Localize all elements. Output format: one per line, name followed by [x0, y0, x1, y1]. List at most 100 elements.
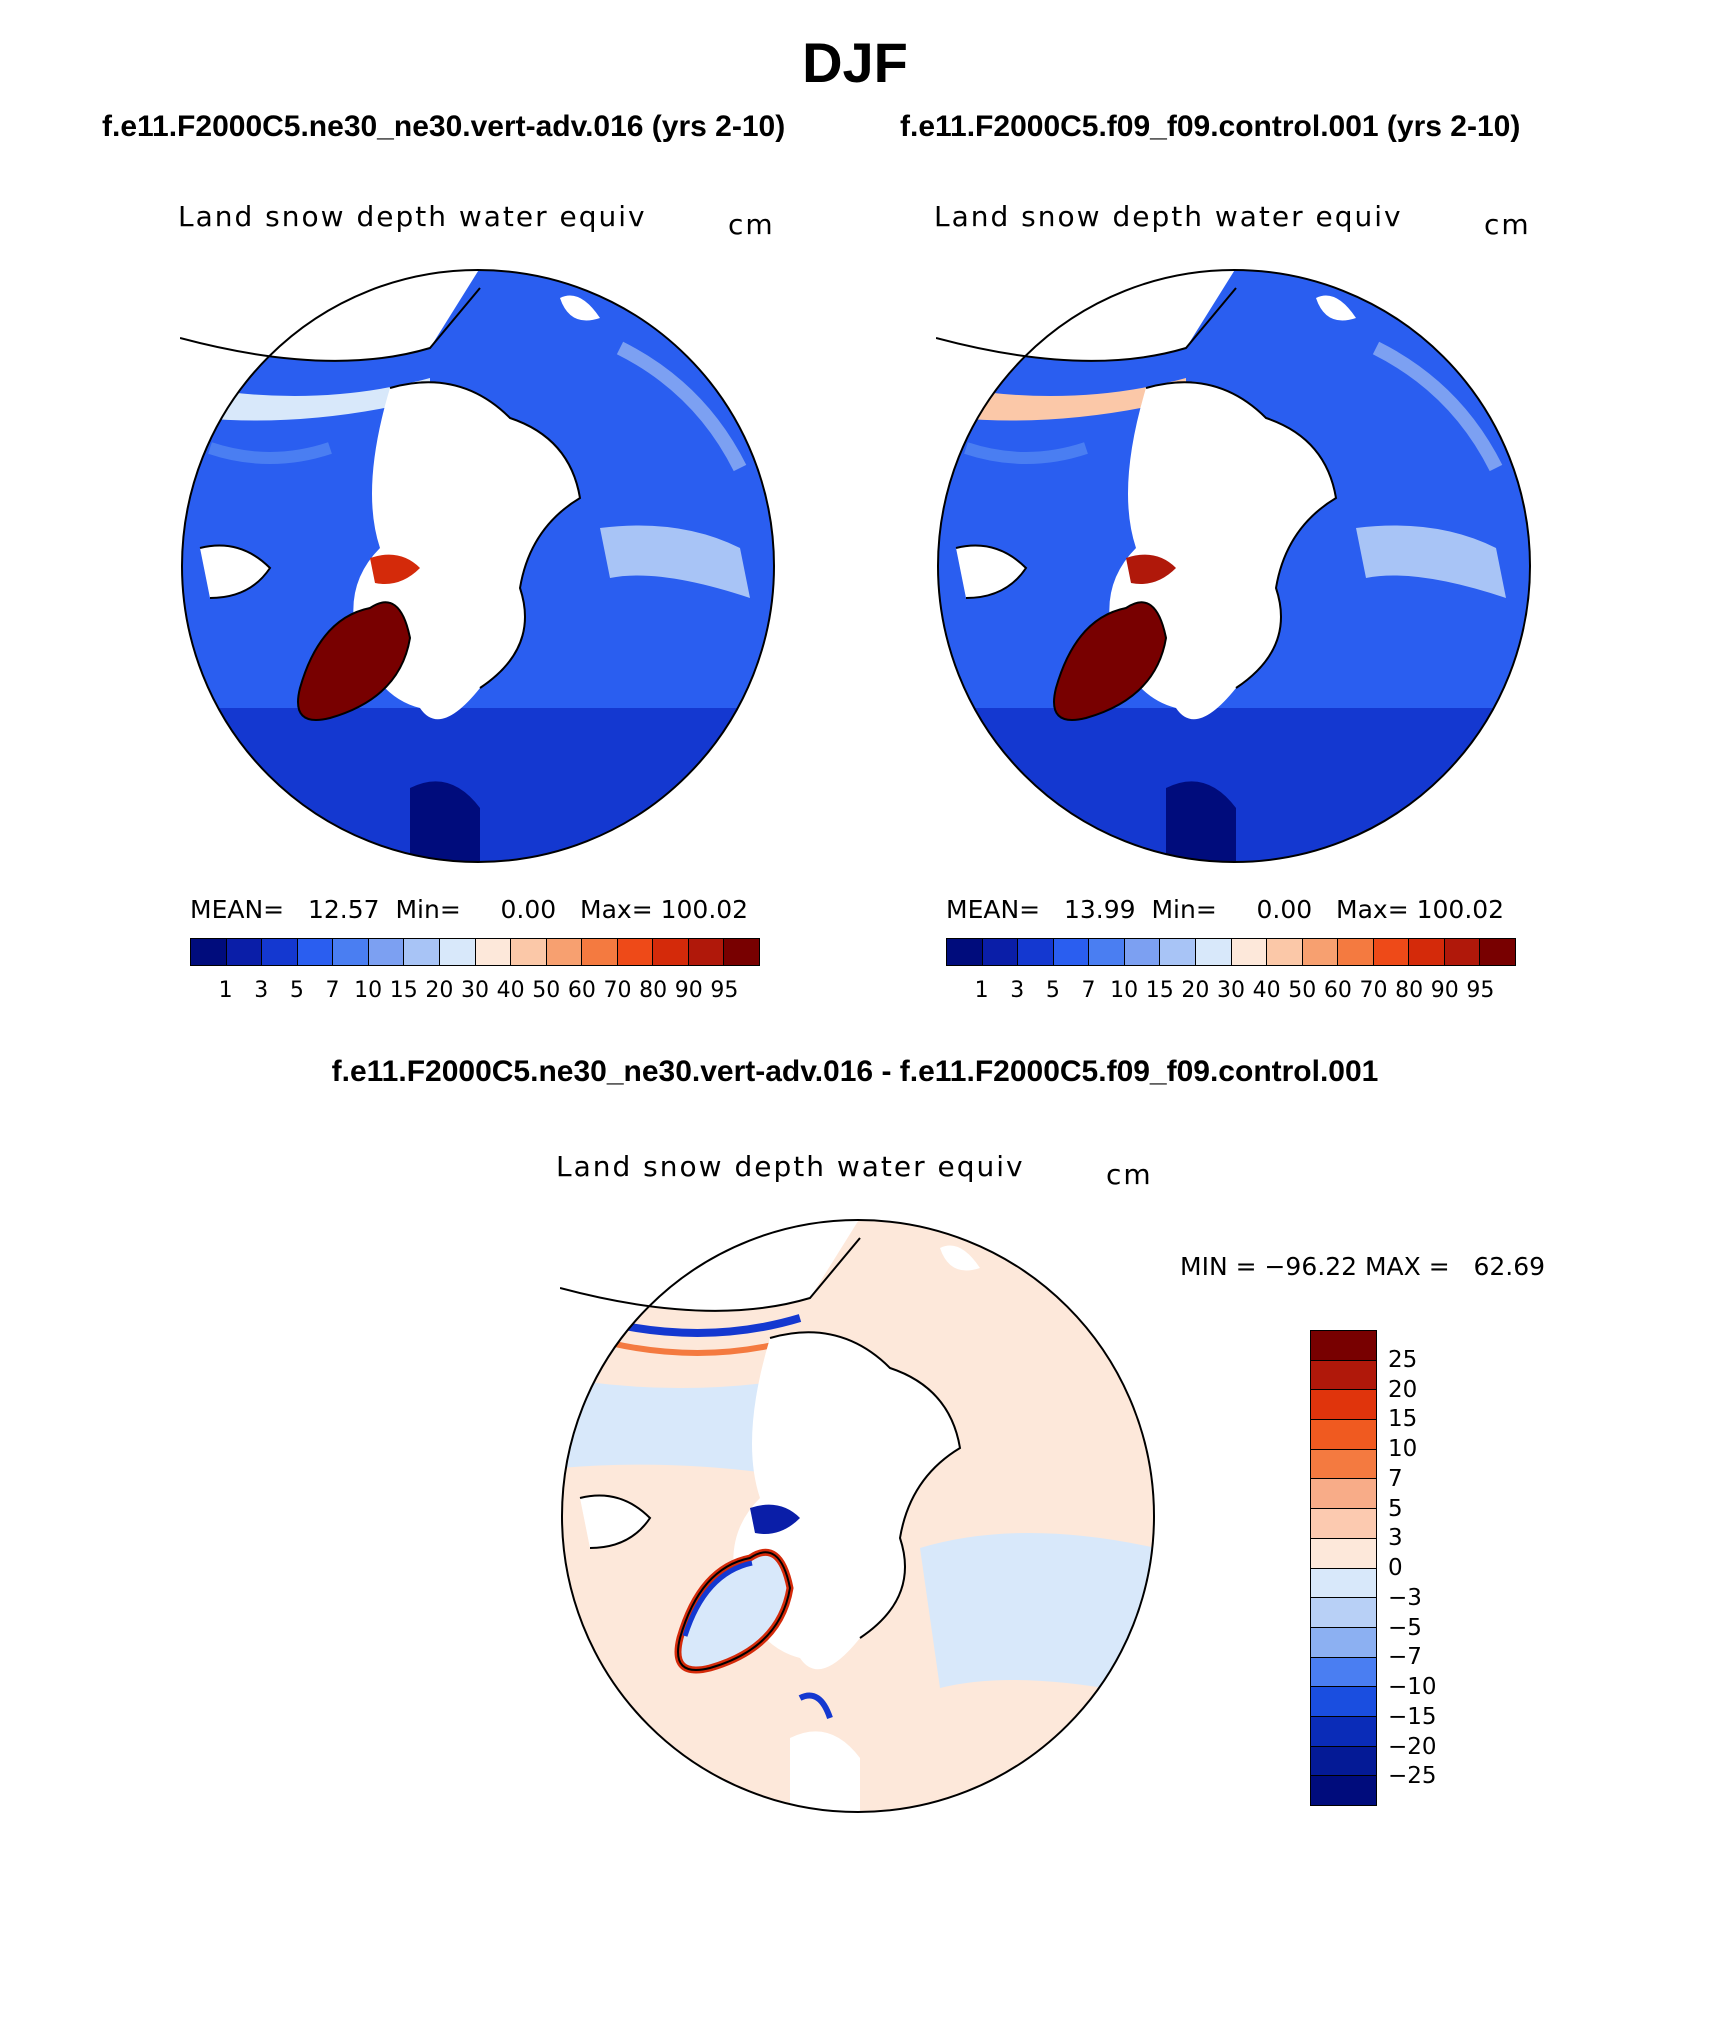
left-max-label: Max= — [580, 895, 653, 924]
left-polar-map — [180, 269, 775, 863]
colorbar-swatch — [1311, 1360, 1376, 1391]
colorbar-swatch — [1311, 1776, 1376, 1805]
colorbar-tick-label: −15 — [1388, 1703, 1437, 1730]
colorbar-tick-label: 3 — [1010, 978, 1025, 1003]
colorbar-tick-label: 90 — [674, 978, 703, 1003]
colorbar-swatch — [1311, 1687, 1376, 1717]
colorbar-tick-label: 10 — [1388, 1436, 1418, 1462]
colorbar-swatch — [1018, 939, 1054, 965]
colorbar-swatch — [404, 939, 440, 965]
right-max: 100.02 — [1416, 895, 1505, 924]
right-colorbar-ticks: 1 3 5 7 10 15 20 30 40 50 60 70 80 90 95 — [946, 978, 1516, 1004]
left-units: cm — [728, 208, 775, 241]
colorbar-swatch — [653, 939, 689, 965]
colorbar-tick-label: 70 — [603, 978, 632, 1003]
colorbar-tick-label: 10 — [1110, 978, 1139, 1003]
colorbar-tick-label: −25 — [1388, 1763, 1437, 1790]
colorbar-tick-label: −5 — [1388, 1614, 1422, 1641]
colorbar-tick-label: −7 — [1388, 1644, 1422, 1671]
right-units: cm — [1484, 208, 1531, 241]
colorbar-tick-label: 60 — [567, 978, 596, 1003]
right-case-title: f.e11.F2000C5.f09_f09.control.001 (yrs 2… — [900, 110, 1521, 143]
colorbar-tick-label: 30 — [1217, 978, 1245, 1003]
left-mean: 12.57 — [307, 895, 380, 924]
diff-colorbar-ticks: 25 20 15 10 7 5 3 0 −3 −5 −7 −10 −15 −20 −25 — [1388, 1330, 1468, 1806]
colorbar-tick-label: 40 — [1252, 978, 1281, 1003]
colorbar-swatch — [1311, 1657, 1376, 1688]
colorbar-swatch — [1053, 939, 1090, 965]
left-mean-label: MEAN= — [190, 895, 285, 924]
colorbar-tick-label: −3 — [1388, 1584, 1422, 1611]
colorbar-tick-label: 3 — [1388, 1525, 1403, 1552]
colorbar-swatch — [982, 939, 1019, 965]
colorbar-swatch — [947, 939, 983, 965]
colorbar-swatch — [1311, 1598, 1376, 1628]
right-min: 0.00 — [1256, 895, 1313, 924]
colorbar-tick-label: 20 — [425, 978, 454, 1003]
difference-polar-map — [560, 1219, 1155, 1813]
colorbar-tick-label: 1 — [218, 978, 233, 1003]
colorbar-tick-label: 50 — [1288, 978, 1317, 1003]
colorbar-swatch — [688, 939, 725, 965]
left-stats: MEAN= 12.57 Min= 0.00 Max= 100.02 — [190, 895, 748, 924]
right-polar-map — [936, 269, 1531, 863]
colorbar-swatch — [546, 939, 583, 965]
right-mean-label: MEAN= — [946, 895, 1041, 924]
left-case-title: f.e11.F2000C5.ne30_ne30.vert-adv.016 (yr… — [102, 110, 786, 143]
colorbar-swatch — [333, 939, 369, 965]
colorbar-tick-label: 5 — [1388, 1495, 1403, 1522]
diff-units: cm — [1106, 1158, 1153, 1191]
colorbar-swatch — [617, 939, 654, 965]
left-min: 0.00 — [500, 895, 557, 924]
colorbar-tick-label: 80 — [639, 978, 668, 1003]
diff-colorbar — [1310, 1330, 1377, 1806]
colorbar-swatch — [1444, 939, 1481, 965]
left-variable-title: Land snow depth water equiv — [178, 200, 647, 233]
colorbar-tick-label: 50 — [532, 978, 561, 1003]
colorbar-swatch — [368, 939, 405, 965]
colorbar-tick-label: 25 — [1388, 1346, 1418, 1373]
colorbar-swatch — [1311, 1538, 1376, 1569]
colorbar-swatch — [582, 939, 618, 965]
colorbar-tick-label: 20 — [1388, 1376, 1418, 1403]
diff-minmax: MIN = −96.22 MAX = 62.69 — [1180, 1252, 1546, 1281]
colorbar-swatch — [1311, 1627, 1376, 1658]
colorbar-swatch — [1311, 1331, 1376, 1361]
left-colorbar — [190, 938, 760, 966]
colorbar-tick-label: 40 — [496, 978, 525, 1003]
colorbar-swatch — [226, 939, 263, 965]
colorbar-swatch — [297, 939, 334, 965]
colorbar-swatch — [1231, 939, 1268, 965]
left-colorbar-ticks: 1 3 5 7 10 15 20 30 40 50 60 70 80 90 95 — [190, 978, 760, 1004]
right-max-label: Max= — [1336, 895, 1409, 924]
colorbar-swatch — [1409, 939, 1445, 965]
colorbar-tick-label: −10 — [1388, 1674, 1437, 1700]
colorbar-swatch — [1311, 1746, 1376, 1777]
colorbar-swatch — [475, 939, 512, 965]
colorbar-swatch — [1195, 939, 1232, 965]
colorbar-swatch — [1089, 939, 1125, 965]
colorbar-swatch — [262, 939, 298, 965]
colorbar-swatch — [1311, 1420, 1376, 1450]
colorbar-tick-label: 7 — [325, 978, 340, 1003]
colorbar-tick-label: 5 — [1045, 978, 1060, 1003]
left-min-label: Min= — [395, 895, 461, 924]
colorbar-tick-label: 10 — [354, 978, 383, 1003]
colorbar-swatch — [1267, 939, 1303, 965]
colorbar-swatch — [1160, 939, 1196, 965]
colorbar-tick-label: 5 — [289, 978, 304, 1003]
colorbar-swatch — [191, 939, 227, 965]
figure-title: DJF — [802, 31, 908, 94]
colorbar-tick-label: 15 — [389, 978, 418, 1003]
colorbar-tick-label: 1 — [974, 978, 989, 1003]
colorbar-swatch — [1311, 1390, 1376, 1421]
colorbar-tick-label: 0 — [1388, 1555, 1403, 1581]
colorbar-swatch — [1311, 1716, 1376, 1747]
colorbar-swatch — [511, 939, 547, 965]
colorbar-swatch — [1311, 1479, 1376, 1510]
colorbar-tick-label: 60 — [1323, 978, 1352, 1003]
colorbar-tick-label: 95 — [1466, 978, 1495, 1003]
diff-variable-title: Land snow depth water equiv — [556, 1150, 1025, 1183]
colorbar-tick-label: 15 — [1388, 1406, 1418, 1433]
colorbar-swatch — [439, 939, 476, 965]
